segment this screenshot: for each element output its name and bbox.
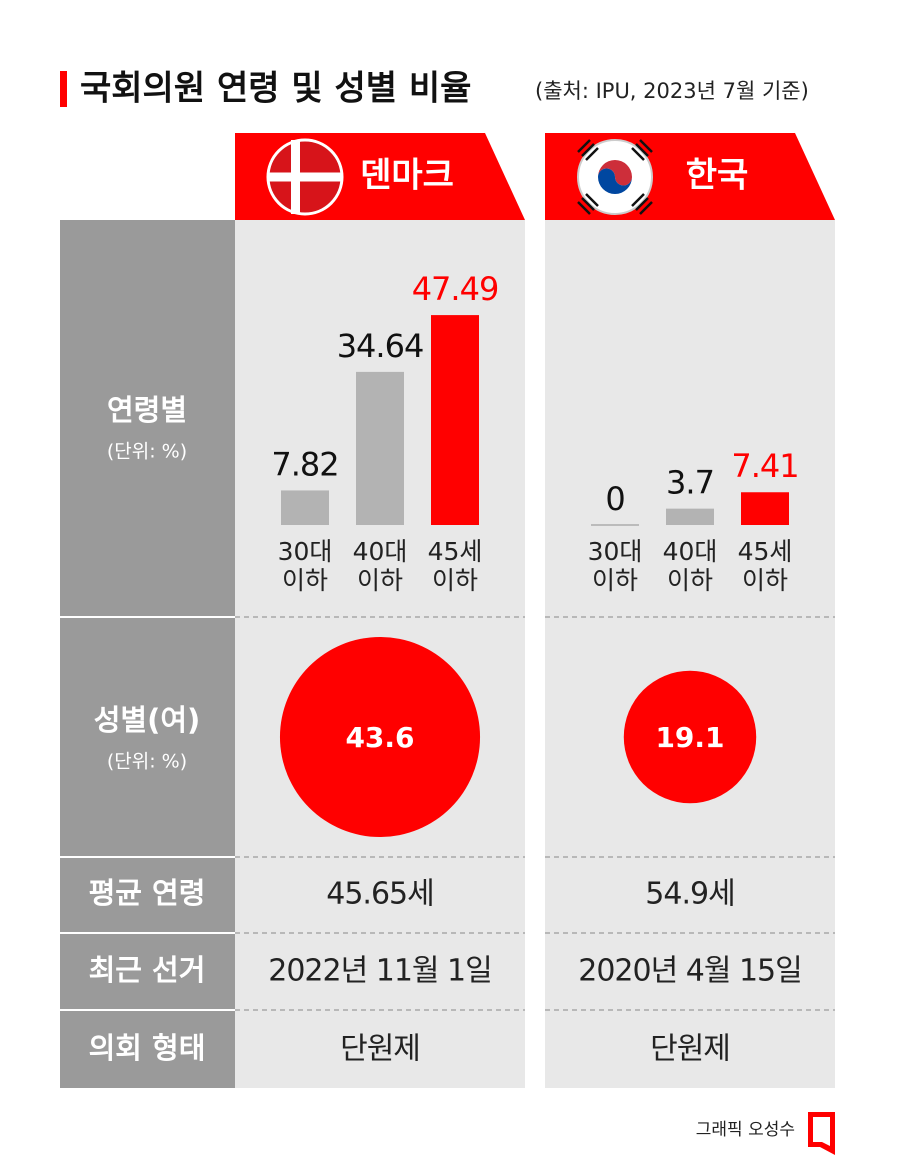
row-value: 단원제 <box>650 1032 730 1067</box>
value-label: 7.82 <box>271 445 338 483</box>
category-label: 30대 <box>278 537 333 566</box>
flag-trigram <box>581 143 595 157</box>
value-label: 3.7 <box>666 464 714 502</box>
flag-taeguk <box>598 160 632 186</box>
credit: 그래픽 오성수 <box>696 1120 795 1140</box>
flag-trigram <box>639 201 653 215</box>
value-label: 34.64 <box>337 327 424 365</box>
flag-trigram <box>577 201 591 215</box>
female-share-label: 19.1 <box>655 721 724 754</box>
bar <box>281 490 329 525</box>
category-label: 이하 <box>432 566 478 595</box>
row-label: 최근 선거 <box>89 953 206 987</box>
country-name: 덴마크 <box>360 156 454 196</box>
category-label: 45세 <box>428 537 483 566</box>
label-column <box>60 220 235 1088</box>
category-label: 이하 <box>592 566 638 595</box>
flag-trigram <box>577 139 591 153</box>
category-label: 이하 <box>742 566 788 595</box>
bar <box>356 371 404 525</box>
category-label: 30대 <box>588 537 643 566</box>
country-column: 덴마크7.8230대이하34.6440대이하47.4945세이하43.645.6… <box>235 133 525 1088</box>
flag-trigram <box>631 147 645 161</box>
country-name: 한국 <box>686 156 749 196</box>
row-value: 2022년 11월 1일 <box>268 954 491 989</box>
value-label: 0 <box>605 480 624 518</box>
flag-trigram <box>635 143 649 157</box>
row-value: 2020년 4월 15일 <box>578 954 801 989</box>
flag-trigram <box>581 197 595 211</box>
value-label: 47.49 <box>412 270 499 308</box>
column-bg <box>545 220 835 1088</box>
logo <box>808 1112 835 1155</box>
bar <box>741 492 789 525</box>
row-value: 45.65세 <box>326 877 433 912</box>
category-label: 40대 <box>353 537 408 566</box>
category-label: 이하 <box>667 566 713 595</box>
female-share-circle <box>623 670 757 804</box>
female-share-circle <box>279 636 481 838</box>
bar <box>666 508 714 525</box>
female-share-label: 43.6 <box>345 721 414 754</box>
flag-trigram <box>585 147 599 161</box>
flag-cross <box>268 172 342 182</box>
category-label: 이하 <box>282 566 328 595</box>
row-value: 54.9세 <box>645 877 734 912</box>
row-label: 연령별 <box>107 393 187 427</box>
category-label: 45세 <box>738 537 793 566</box>
row-unit: (단위: %) <box>107 441 187 463</box>
row-label: 평균 연령 <box>89 876 206 910</box>
title-marker <box>60 71 67 107</box>
row-labels: 연령별 (단위: %) 성별(여) (단위: %) 평균 연령 최근 선거 의회… <box>89 393 206 1065</box>
label-separators <box>60 616 235 1011</box>
flag-taeguk <box>598 168 632 194</box>
country-column: 한국030대이하3.740대이하7.4145세이하19.154.9세2020년 … <box>545 133 835 1088</box>
flag-trigram <box>585 193 599 207</box>
flag-trigram <box>639 139 653 153</box>
bar <box>431 315 479 525</box>
source: (출처: IPU, 2023년 7월 기준) <box>535 79 809 103</box>
value-label: 7.41 <box>731 447 798 485</box>
category-label: 이하 <box>357 566 403 595</box>
row-label: 의회 형태 <box>89 1031 206 1065</box>
flag-trigram <box>635 197 649 211</box>
flag-trigram <box>631 193 645 207</box>
row-label: 성별(여) <box>94 703 201 737</box>
category-label: 40대 <box>663 537 718 566</box>
title: 국회의원 연령 및 성별 비율 <box>80 69 471 109</box>
row-value: 단원제 <box>340 1032 420 1067</box>
row-unit: (단위: %) <box>107 751 187 773</box>
